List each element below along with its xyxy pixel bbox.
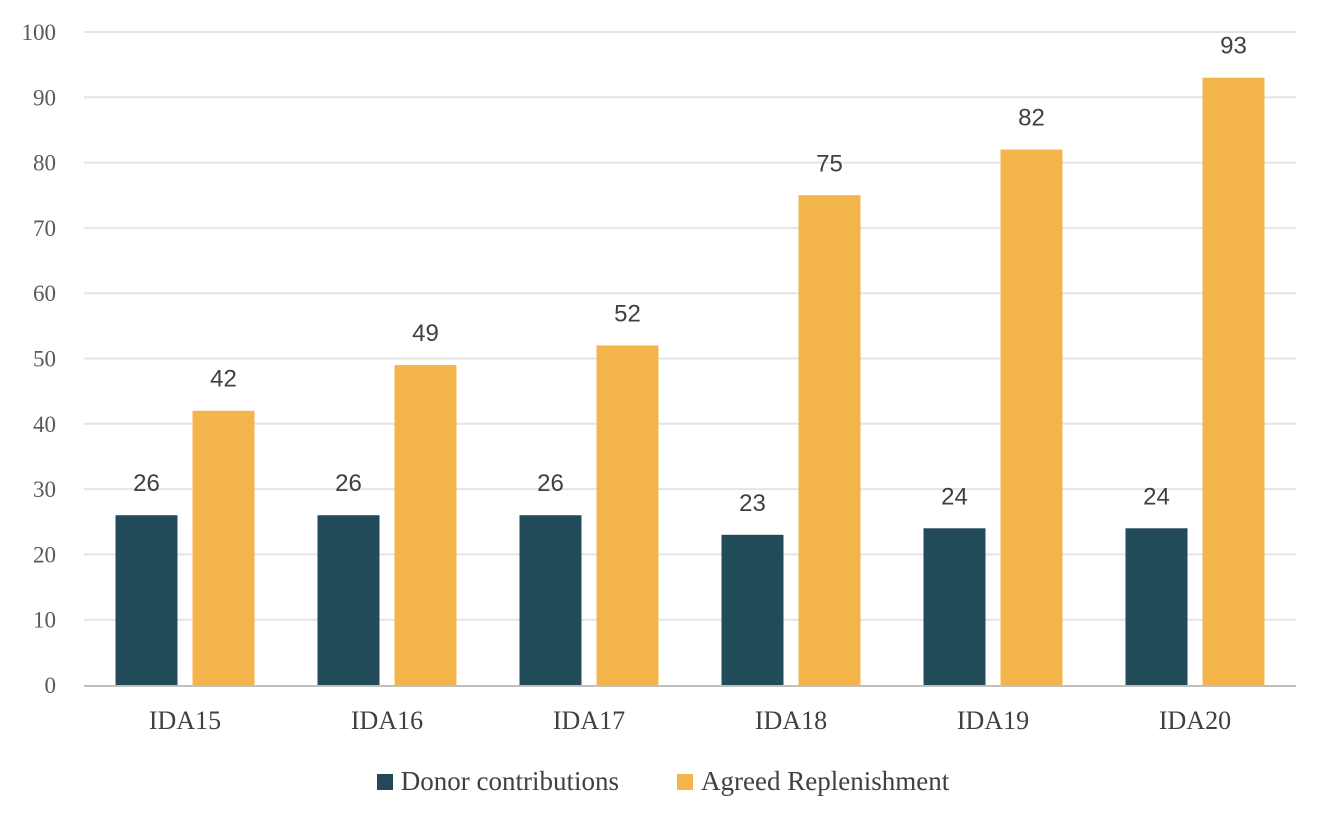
axes: 0 10 20 30 40 50 60 70 80 90 100 IDA15 IDA16 IDA17 IDA… (22, 20, 1296, 735)
y-tick-label-90: 90 (33, 85, 56, 110)
y-tick-label-80: 80 (33, 151, 56, 176)
x-tick-label-ida18: IDA18 (755, 706, 827, 735)
bar-donor-contributions-ida19 (923, 528, 986, 685)
legend-item-donor-contributions: Donor contributions (376, 766, 620, 797)
data-label-agreed-replenishment-ida15: 42 (210, 366, 237, 393)
x-tick-label-ida19: IDA19 (957, 706, 1029, 735)
legend-label-donor-contributions: Donor contributions (400, 766, 620, 796)
y-tick-label-30: 30 (33, 477, 56, 502)
legend-item-agreed-replenishment: Agreed Replenishment (677, 766, 949, 797)
data-label-agreed-replenishment-ida17: 52 (614, 300, 641, 327)
x-tick-label-ida20: IDA20 (1159, 706, 1231, 735)
y-tick-label-50: 50 (33, 347, 56, 372)
legend-swatch-donor-contributions (376, 773, 393, 790)
bars (115, 77, 1265, 686)
bar-agreed-replenishment-ida20 (1202, 77, 1265, 685)
data-label-donor-contributions-ida18: 23 (739, 490, 766, 517)
y-tick-label-70: 70 (33, 216, 56, 241)
bar-agreed-replenishment-ida17 (596, 345, 659, 685)
bar-donor-contributions-ida16 (317, 515, 380, 685)
x-tick-label-ida17: IDA17 (553, 706, 625, 735)
bar-donor-contributions-ida17 (519, 515, 582, 685)
bar-donor-contributions-ida15 (115, 515, 178, 685)
y-tick-label-100: 100 (22, 20, 57, 45)
gridlines (84, 31, 1296, 621)
x-tick-label-ida16: IDA16 (351, 706, 423, 735)
bar-agreed-replenishment-ida19 (1000, 149, 1063, 686)
legend-label-agreed-replenishment: Agreed Replenishment (701, 766, 950, 796)
y-tick-label-10: 10 (33, 608, 56, 633)
data-label-donor-contributions-ida19: 24 (941, 483, 968, 510)
data-label-agreed-replenishment-ida20: 93 (1220, 33, 1247, 60)
data-label-agreed-replenishment-ida19: 82 (1018, 105, 1045, 132)
y-tick-label-20: 20 (33, 542, 56, 567)
bar-donor-contributions-ida20 (1125, 528, 1188, 685)
data-label-donor-contributions-ida20: 24 (1143, 483, 1170, 510)
bar-agreed-replenishment-ida16 (394, 365, 457, 685)
data-labels: 26 42 26 49 26 52 23 75 24 82 24 93 (133, 33, 1247, 517)
data-label-donor-contributions-ida15: 26 (133, 470, 160, 497)
data-label-donor-contributions-ida17: 26 (537, 470, 564, 497)
legend-swatch-agreed-replenishment (677, 773, 694, 790)
x-tick-label-ida15: IDA15 (149, 706, 221, 735)
bar-agreed-replenishment-ida15 (192, 410, 255, 685)
data-label-agreed-replenishment-ida18: 75 (816, 150, 843, 177)
data-label-agreed-replenishment-ida16: 49 (412, 320, 439, 347)
bar-agreed-replenishment-ida18 (798, 195, 861, 685)
y-tick-label-40: 40 (33, 412, 56, 437)
legend: Donor contributions Agreed Replenishment (0, 766, 1326, 797)
bar-donor-contributions-ida18 (721, 534, 784, 685)
y-tick-label-60: 60 (33, 281, 56, 306)
data-label-donor-contributions-ida16: 26 (335, 470, 362, 497)
y-tick-label-0: 0 (45, 673, 57, 698)
